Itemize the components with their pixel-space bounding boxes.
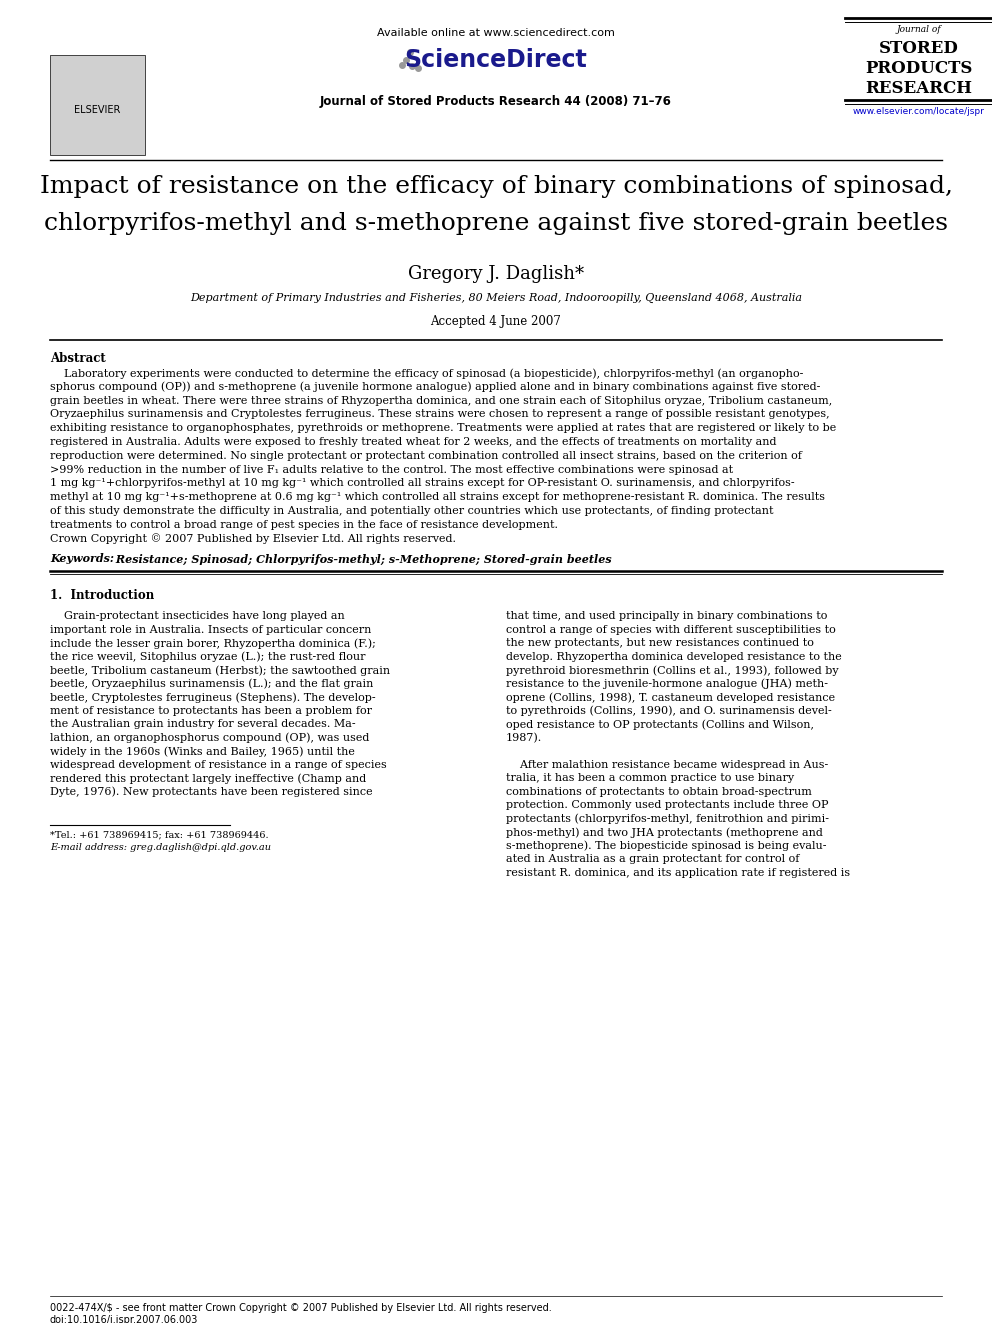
Text: STORED: STORED	[879, 40, 958, 57]
Text: resistance to the juvenile-hormone analogue (JHA) meth-: resistance to the juvenile-hormone analo…	[506, 679, 828, 689]
Text: ated in Australia as a grain protectant for control of: ated in Australia as a grain protectant …	[506, 855, 800, 864]
Text: the rice weevil, Sitophilus oryzae (L.); the rust-red flour: the rice weevil, Sitophilus oryzae (L.);…	[50, 652, 365, 663]
Text: Dyte, 1976). New protectants have been registered since: Dyte, 1976). New protectants have been r…	[50, 787, 373, 798]
Text: sphorus compound (OP)) and s-methoprene (a juvenile hormone analogue) applied al: sphorus compound (OP)) and s-methoprene …	[50, 382, 820, 393]
Text: tralia, it has been a common practice to use binary: tralia, it has been a common practice to…	[506, 774, 795, 783]
Text: grain beetles in wheat. There were three strains of Rhyzopertha dominica, and on: grain beetles in wheat. There were three…	[50, 396, 832, 406]
Text: beetle, Oryzaephilus surinamensis (L.); and the flat grain: beetle, Oryzaephilus surinamensis (L.); …	[50, 679, 373, 689]
Text: Resistance; Spinosad; Chlorpyrifos-methyl; s-Methoprene; Stored-grain beetles: Resistance; Spinosad; Chlorpyrifos-methy…	[112, 553, 612, 565]
Text: develop. Rhyzopertha dominica developed resistance to the: develop. Rhyzopertha dominica developed …	[506, 652, 842, 662]
Text: beetle, Tribolium castaneum (Herbst); the sawtoothed grain: beetle, Tribolium castaneum (Herbst); th…	[50, 665, 390, 676]
Text: Available online at www.sciencedirect.com: Available online at www.sciencedirect.co…	[377, 28, 615, 38]
Text: important role in Australia. Insects of particular concern: important role in Australia. Insects of …	[50, 624, 371, 635]
Text: oped resistance to OP protectants (Collins and Wilson,: oped resistance to OP protectants (Colli…	[506, 720, 814, 730]
Bar	[50, 56, 145, 155]
Text: PRODUCTS: PRODUCTS	[865, 60, 972, 77]
Text: the Australian grain industry for several decades. Ma-: the Australian grain industry for severa…	[50, 720, 355, 729]
Text: Journal of: Journal of	[896, 25, 940, 34]
Text: resistant R. dominica, and its application rate if registered is: resistant R. dominica, and its applicati…	[506, 868, 850, 878]
Text: ScienceDirect: ScienceDirect	[405, 48, 587, 71]
Text: combinations of protectants to obtain broad-spectrum: combinations of protectants to obtain br…	[506, 787, 811, 796]
Text: E-mail address: greg.daglish@dpi.qld.gov.au: E-mail address: greg.daglish@dpi.qld.gov…	[50, 843, 271, 852]
Text: Impact of resistance on the efficacy of binary combinations of spinosad,: Impact of resistance on the efficacy of …	[40, 175, 952, 198]
Text: ELSEVIER: ELSEVIER	[73, 105, 120, 115]
Text: of this study demonstrate the difficulty in Australia, and potentially other cou: of this study demonstrate the difficulty…	[50, 505, 774, 516]
Text: Oryzaephilus surinamensis and Cryptolestes ferrugineus. These strains were chose: Oryzaephilus surinamensis and Cryptolest…	[50, 409, 829, 419]
Text: the new protectants, but new resistances continued to: the new protectants, but new resistances…	[506, 639, 813, 648]
Text: Journal of Stored Products Research 44 (2008) 71–76: Journal of Stored Products Research 44 (…	[320, 95, 672, 108]
Text: Accepted 4 June 2007: Accepted 4 June 2007	[431, 315, 561, 328]
Text: RESEARCH: RESEARCH	[865, 79, 972, 97]
Text: registered in Australia. Adults were exposed to freshly treated wheat for 2 week: registered in Australia. Adults were exp…	[50, 437, 777, 447]
Text: Abstract: Abstract	[50, 352, 106, 365]
Text: exhibiting resistance to organophosphates, pyrethroids or methoprene. Treatments: exhibiting resistance to organophosphate…	[50, 423, 836, 433]
Text: widespread development of resistance in a range of species: widespread development of resistance in …	[50, 759, 387, 770]
Text: reproduction were determined. No single protectant or protectant combination con: reproduction were determined. No single …	[50, 451, 802, 460]
Text: ment of resistance to protectants has been a problem for: ment of resistance to protectants has be…	[50, 706, 372, 716]
Text: Department of Primary Industries and Fisheries, 80 Meiers Road, Indooroopilly, Q: Department of Primary Industries and Fis…	[190, 292, 802, 303]
Text: After malathion resistance became widespread in Aus-: After malathion resistance became widesp…	[506, 759, 828, 770]
Text: methyl at 10 mg kg⁻¹+s-methoprene at 0.6 mg kg⁻¹ which controlled all strains ex: methyl at 10 mg kg⁻¹+s-methoprene at 0.6…	[50, 492, 825, 503]
Text: Crown Copyright © 2007 Published by Elsevier Ltd. All rights reserved.: Crown Copyright © 2007 Published by Else…	[50, 533, 456, 544]
Text: *Tel.: +61 738969415; fax: +61 738969446.: *Tel.: +61 738969415; fax: +61 738969446…	[50, 831, 269, 839]
Text: to pyrethroids (Collins, 1990), and O. surinamensis devel-: to pyrethroids (Collins, 1990), and O. s…	[506, 706, 831, 717]
Text: >99% reduction in the number of live F₁ adults relative to the control. The most: >99% reduction in the number of live F₁ …	[50, 464, 733, 475]
Text: s-methoprene). The biopesticide spinosad is being evalu-: s-methoprene). The biopesticide spinosad…	[506, 841, 826, 852]
Text: widely in the 1960s (Winks and Bailey, 1965) until the: widely in the 1960s (Winks and Bailey, 1…	[50, 746, 355, 757]
Text: beetle, Cryptolestes ferrugineus (Stephens). The develop-: beetle, Cryptolestes ferrugineus (Stephe…	[50, 692, 376, 703]
Text: 1 mg kg⁻¹+chlorpyrifos-methyl at 10 mg kg⁻¹ which controlled all strains except : 1 mg kg⁻¹+chlorpyrifos-methyl at 10 mg k…	[50, 479, 795, 488]
Text: lathion, an organophosphorus compound (OP), was used: lathion, an organophosphorus compound (O…	[50, 733, 369, 744]
Text: Grain-protectant insecticides have long played an: Grain-protectant insecticides have long …	[50, 611, 345, 622]
Text: protection. Commonly used protectants include three OP: protection. Commonly used protectants in…	[506, 800, 828, 811]
Text: chlorpyrifos-methyl and s-methoprene against five stored-grain beetles: chlorpyrifos-methyl and s-methoprene aga…	[44, 212, 948, 235]
Text: doi:10.1016/j.jspr.2007.06.003: doi:10.1016/j.jspr.2007.06.003	[50, 1315, 198, 1323]
Text: 1.  Introduction: 1. Introduction	[50, 590, 154, 602]
Text: phos-methyl) and two JHA protectants (methoprene and: phos-methyl) and two JHA protectants (me…	[506, 827, 823, 837]
Text: protectants (chlorpyrifos-methyl, fenitrothion and pirimi-: protectants (chlorpyrifos-methyl, fenitr…	[506, 814, 829, 824]
Text: 0022-474X/$ - see front matter Crown Copyright © 2007 Published by Elsevier Ltd.: 0022-474X/$ - see front matter Crown Cop…	[50, 1303, 552, 1312]
Text: 1987).: 1987).	[506, 733, 543, 744]
Text: that time, and used principally in binary combinations to: that time, and used principally in binar…	[506, 611, 827, 622]
Text: treatments to control a broad range of pest species in the face of resistance de: treatments to control a broad range of p…	[50, 520, 558, 529]
Text: Keywords:: Keywords:	[50, 553, 114, 565]
Text: Laboratory experiments were conducted to determine the efficacy of spinosad (a b: Laboratory experiments were conducted to…	[50, 368, 804, 378]
Text: rendered this protectant largely ineffective (Champ and: rendered this protectant largely ineffec…	[50, 774, 366, 785]
Text: oprene (Collins, 1998), T. castaneum developed resistance: oprene (Collins, 1998), T. castaneum dev…	[506, 692, 835, 703]
Text: Gregory J. Daglish*: Gregory J. Daglish*	[408, 265, 584, 283]
Text: pyrethroid bioresmethrin (Collins et al., 1993), followed by: pyrethroid bioresmethrin (Collins et al.…	[506, 665, 838, 676]
Text: include the lesser grain borer, Rhyzopertha dominica (F.);: include the lesser grain borer, Rhyzoper…	[50, 639, 376, 650]
Text: control a range of species with different susceptibilities to: control a range of species with differen…	[506, 624, 835, 635]
Text: www.elsevier.com/locate/jspr: www.elsevier.com/locate/jspr	[852, 107, 984, 116]
